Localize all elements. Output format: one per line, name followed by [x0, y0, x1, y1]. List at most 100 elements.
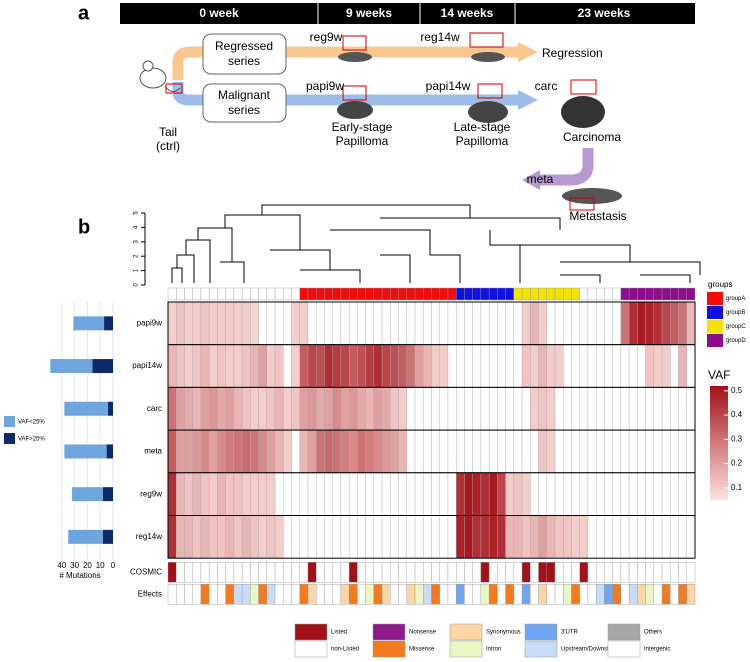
heat-cell — [274, 429, 284, 474]
heat-cell — [538, 515, 547, 559]
heat-cell — [488, 515, 498, 559]
heat-cell — [431, 344, 440, 388]
group-cell — [456, 287, 465, 301]
stage-label: Papilloma — [336, 134, 389, 148]
effects-cell — [670, 584, 679, 605]
heat-cell — [381, 515, 391, 559]
cosmic-cell — [274, 562, 284, 583]
group-cell — [200, 287, 210, 301]
tail-label: (ctrl) — [156, 139, 180, 153]
effects-cell — [274, 584, 284, 605]
cosmic-cell — [167, 562, 177, 583]
legend-label: Upstream/Downstream — [561, 647, 622, 653]
heat-cell — [488, 429, 498, 474]
heat-cell — [365, 387, 375, 431]
heat-cell — [423, 472, 432, 516]
heat-cell — [340, 344, 350, 388]
heat-cell — [530, 344, 539, 388]
row-label: papi14w — [132, 361, 162, 370]
heat-cell — [250, 429, 259, 474]
bar-segment — [50, 359, 93, 374]
heat-cell — [167, 301, 177, 345]
heat-cell — [241, 515, 251, 559]
heat-cell — [456, 515, 465, 559]
heat-cell — [595, 387, 605, 431]
heat-cell — [316, 387, 325, 431]
heat-cell — [637, 344, 646, 388]
legend-label: Intron — [486, 647, 501, 653]
heat-cell — [167, 387, 177, 431]
legend-label: Nonsense — [409, 630, 437, 636]
heat-cell — [299, 429, 309, 474]
heat-cell — [381, 387, 391, 431]
legend-label: Synonymous — [486, 630, 521, 636]
legend-swatch — [449, 640, 483, 658]
cosmic-cell — [645, 562, 655, 583]
heat-cell — [612, 515, 622, 559]
heat-cell — [208, 301, 218, 345]
heat-cell — [595, 515, 605, 559]
effects-cell — [299, 584, 309, 605]
heat-cell — [283, 344, 292, 388]
heat-cell — [414, 472, 424, 516]
heat-cell — [176, 344, 185, 388]
heat-cell — [307, 429, 317, 474]
legend-swatch — [4, 416, 15, 427]
heat-cell — [521, 429, 531, 474]
heat-cell — [406, 472, 416, 516]
dendro-tick-label: 4 — [134, 225, 140, 229]
cosmic-cell — [612, 562, 622, 583]
timeline-label: 0 week — [199, 6, 239, 20]
panel-label: b — [78, 216, 90, 238]
heat-cell — [357, 515, 366, 559]
heat-cell — [324, 472, 333, 516]
heat-cell — [307, 387, 317, 431]
group-cell — [686, 287, 696, 301]
heat-cell — [447, 301, 457, 345]
heat-cell — [554, 472, 564, 516]
effects-cell — [464, 584, 473, 605]
heat-cell — [283, 387, 292, 431]
cosmic-cell — [225, 562, 235, 583]
group-cell — [398, 287, 407, 301]
heat-cell — [653, 472, 663, 516]
tumor-icons — [337, 32, 622, 211]
heat-cell — [398, 301, 407, 345]
heat-cell — [390, 387, 399, 431]
heat-cell — [653, 387, 663, 431]
heat-cell — [620, 344, 630, 388]
cosmic-cell — [686, 562, 696, 583]
heat-cell — [628, 387, 638, 431]
heat-cell — [554, 301, 564, 345]
heat-cell — [414, 515, 424, 559]
tumor — [471, 52, 505, 62]
effects-cell — [612, 584, 622, 605]
group-cell — [307, 287, 317, 301]
group-cell — [283, 287, 292, 301]
effects-cell — [472, 584, 482, 605]
legend-swatch — [524, 623, 558, 641]
heat-cell — [456, 344, 465, 388]
heat-cell — [274, 472, 284, 516]
cosmic-cell — [299, 562, 309, 583]
bar-segment — [107, 401, 113, 416]
heat-cell — [464, 344, 473, 388]
legend-label: 3'UTR — [561, 630, 578, 636]
group-cell — [291, 287, 300, 301]
group-cell — [554, 287, 564, 301]
cosmic-cell — [390, 562, 399, 583]
heat-cell — [250, 301, 259, 345]
heat-cell — [381, 472, 391, 516]
effects-cell — [348, 584, 358, 605]
bar-segment — [73, 316, 105, 331]
mouse-icon — [139, 67, 167, 89]
heat-cell — [554, 515, 564, 559]
cosmic-cell — [620, 562, 630, 583]
legend-swatch — [707, 306, 723, 319]
panel-label: a — [78, 2, 90, 24]
heat-cell — [167, 344, 177, 388]
timeline-bar — [120, 3, 695, 24]
heat-cell — [316, 429, 325, 474]
tumor — [338, 52, 372, 62]
heat-cell — [274, 344, 284, 388]
